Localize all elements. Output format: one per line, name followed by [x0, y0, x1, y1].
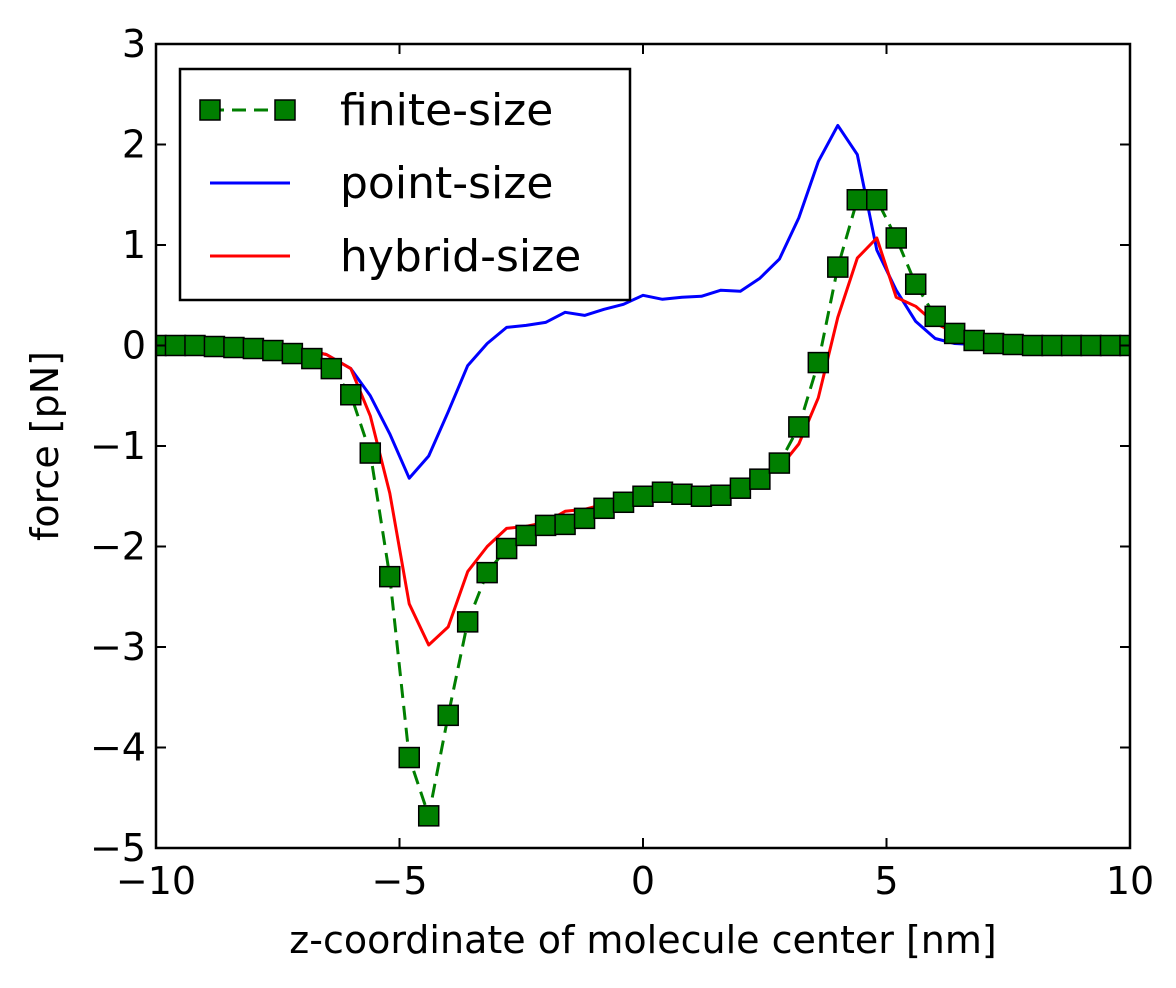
data-point-finite-size: [1002, 333, 1024, 356]
data-point-finite-size: [729, 477, 752, 499]
data-point-finite-size: [320, 357, 343, 380]
data-point-finite-size: [184, 334, 206, 357]
data-point-finite-size: [807, 351, 830, 374]
legend-entry-finite-size: finite-size: [199, 85, 553, 136]
y-tick-label: −3: [90, 625, 146, 669]
data-point-finite-size: [671, 483, 693, 505]
data-point-finite-size: [846, 189, 869, 211]
legend-box: [178, 67, 632, 302]
data-point-finite-size: [573, 507, 596, 530]
x-tick-label: −10: [116, 859, 196, 903]
series-line-point-size: [156, 123, 1130, 480]
data-point-finite-size: [476, 561, 498, 584]
data-point-finite-size: [534, 514, 557, 537]
data-point-finite-size: [398, 746, 420, 769]
y-tick-label: −5: [90, 826, 146, 870]
data-point-finite-size: [242, 337, 265, 360]
data-point-finite-size: [1080, 334, 1102, 357]
data-point-finite-size: [1041, 334, 1063, 357]
data-point-finite-size: [827, 256, 849, 278]
x-tick-label: 0: [631, 859, 655, 903]
data-point-finite-size: [904, 273, 927, 295]
data-point-finite-size: [223, 336, 245, 359]
data-point-finite-size: [281, 342, 304, 365]
data-point-finite-size: [1060, 334, 1083, 357]
data-point-finite-size: [437, 704, 459, 727]
data-point-finite-size: [866, 189, 888, 211]
legend-entry-hybrid-size: hybrid-size: [210, 231, 581, 282]
x-axis-label: z-coordinate of molecule center [nm]: [289, 918, 996, 962]
data-point-finite-size: [1021, 334, 1044, 357]
data-point-finite-size: [262, 339, 284, 362]
y-tick-label: −4: [90, 726, 146, 770]
data-point-finite-size: [924, 305, 946, 328]
data-point-finite-size: [417, 805, 440, 827]
y-tick-label: −2: [90, 525, 146, 569]
legend-label: finite-size: [340, 85, 553, 136]
data-point-finite-size: [943, 322, 966, 345]
legend-swatch-marker: [199, 99, 221, 121]
data-point-finite-size: [203, 335, 226, 358]
legend-swatch-marker: [274, 99, 296, 121]
data-point-finite-size: [612, 491, 635, 514]
data-point-finite-size: [340, 383, 362, 406]
data-point-finite-size: [768, 452, 791, 474]
data-point-finite-size: [788, 416, 810, 438]
y-axis-label: force [pN]: [23, 351, 67, 541]
x-tick-label: −5: [371, 859, 427, 903]
data-point-finite-size: [1099, 334, 1122, 357]
data-point-finite-size: [593, 497, 615, 520]
data-point-finite-size: [301, 347, 323, 370]
legend-label: hybrid-size: [340, 231, 581, 282]
legend: finite-size point-size hybrid-size: [178, 67, 632, 302]
legend-entry-point-size: point-size: [210, 158, 553, 209]
x-tick-label: 5: [874, 859, 898, 903]
data-point-finite-size: [379, 565, 401, 588]
data-point-finite-size: [690, 485, 713, 507]
data-point-finite-size: [632, 485, 654, 507]
data-point-finite-size: [359, 442, 382, 464]
data-point-finite-size: [515, 524, 537, 547]
data-point-finite-size: [495, 537, 518, 560]
x-tick-label: 10: [1106, 859, 1154, 903]
data-point-finite-size: [963, 329, 985, 352]
data-point-finite-size: [982, 332, 1005, 355]
data-point-finite-size: [554, 513, 576, 536]
y-tick-label: 2: [122, 123, 146, 167]
legend-label: point-size: [340, 158, 553, 209]
data-point-finite-size: [710, 484, 732, 506]
y-tick-label: 1: [122, 223, 146, 267]
y-tick-label: 3: [122, 22, 146, 66]
y-tick-label: −1: [90, 424, 146, 468]
series-layer: [156, 123, 1130, 827]
data-point-finite-size: [456, 611, 479, 633]
data-point-finite-size: [885, 227, 907, 249]
data-point-finite-size: [651, 481, 674, 503]
data-point-finite-size: [164, 334, 187, 357]
data-point-finite-size: [749, 468, 771, 490]
y-tick-label: 0: [122, 324, 146, 368]
